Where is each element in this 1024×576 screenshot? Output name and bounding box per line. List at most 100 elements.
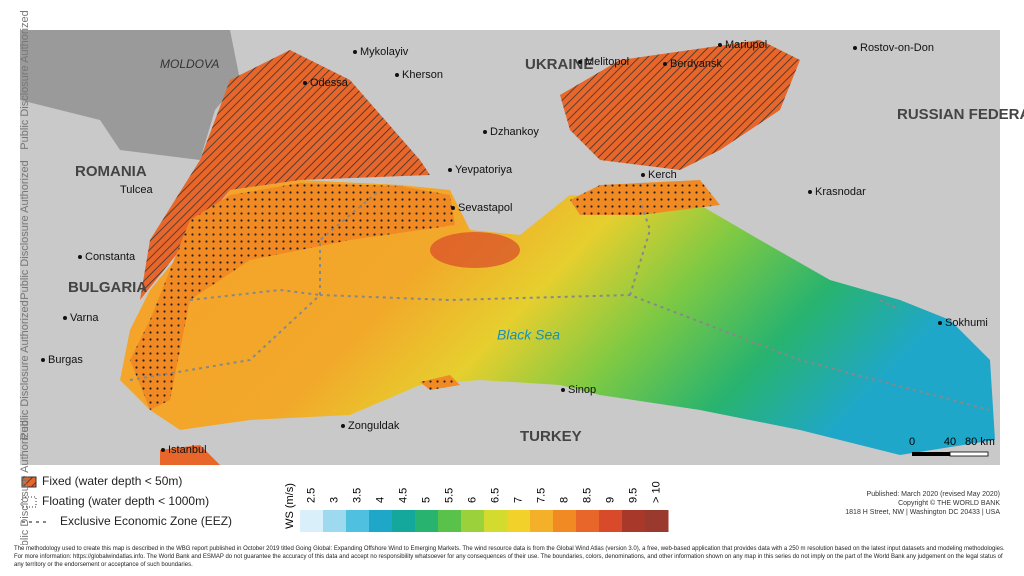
colorbar-tick-label: 3 bbox=[328, 497, 340, 503]
fixed-nw bbox=[140, 50, 430, 300]
published-line: Copyright © THE WORLD BANK bbox=[898, 500, 1000, 507]
city-dot bbox=[41, 358, 45, 362]
colorbar-tick-label: 6 bbox=[466, 497, 478, 503]
legend-label: Floating (water depth < 1000m) bbox=[42, 494, 209, 508]
colorbar-cell bbox=[461, 510, 485, 532]
colorbar-tick-label: 7.5 bbox=[535, 488, 547, 503]
city-dot bbox=[718, 43, 722, 47]
city-dot bbox=[853, 46, 857, 50]
city-label: Mariupol bbox=[725, 39, 767, 51]
colorbar-cell bbox=[323, 510, 347, 532]
colorbar-cell bbox=[369, 510, 393, 532]
city-dot bbox=[341, 424, 345, 428]
colorbar-cell bbox=[576, 510, 600, 532]
city-label: Zonguldak bbox=[348, 420, 400, 432]
colorbar-tick-label: 3.5 bbox=[351, 488, 363, 503]
city-dot bbox=[808, 190, 812, 194]
city-label: Istanbul bbox=[168, 444, 207, 456]
city-label: Melitopol bbox=[585, 56, 629, 68]
city-label: Odessa bbox=[310, 77, 349, 89]
colorbar-cell bbox=[415, 510, 439, 532]
colorbar-cell bbox=[392, 510, 416, 532]
city-label: Dzhankoy bbox=[490, 126, 539, 138]
colorbar-tick-label: 4 bbox=[374, 497, 386, 503]
colorbar-tick-label: 8 bbox=[558, 497, 570, 503]
sea-label: Black Sea bbox=[497, 327, 560, 343]
city-dot bbox=[578, 60, 582, 64]
floating-west bbox=[130, 183, 455, 410]
country-label: UKRAINE bbox=[525, 56, 593, 73]
floating-south bbox=[420, 375, 460, 390]
city-dot bbox=[641, 173, 645, 177]
country-label: BULGARIA bbox=[68, 279, 147, 296]
scale-label: 80 km bbox=[965, 436, 995, 448]
map: MOLDOVA Mykolayiv Odessa Kherson UKRAINEMeli… bbox=[19, 10, 1024, 545]
scale-label: 40 bbox=[944, 436, 956, 448]
city-label: Berdyansk bbox=[670, 58, 722, 70]
wind-high bbox=[430, 232, 520, 268]
colorbar-cell bbox=[438, 510, 462, 532]
legend-swatch bbox=[21, 496, 37, 508]
colorbar-tick-label: 5.5 bbox=[443, 488, 455, 503]
colorbar-cell bbox=[622, 510, 646, 532]
city-dot bbox=[78, 255, 82, 259]
city-label: Krasnodar bbox=[815, 186, 866, 198]
colorbar-cell bbox=[645, 510, 669, 532]
side-label: Public Disclosure Authorized bbox=[19, 300, 31, 439]
city-label: Sinop bbox=[568, 384, 596, 396]
moldova bbox=[20, 30, 240, 160]
colorbar-cell bbox=[300, 510, 324, 532]
colorbar-tick-label: 6.5 bbox=[489, 488, 501, 503]
city-dot bbox=[161, 448, 165, 452]
legend-label: Fixed (water depth < 50m) bbox=[42, 474, 182, 488]
colorbar-tick-label: 7 bbox=[512, 497, 524, 503]
city-dot bbox=[938, 321, 942, 325]
city-label: Rostov-on-Don bbox=[860, 42, 934, 54]
city-label: Tulcea bbox=[120, 184, 153, 196]
country-label: ROMANIA bbox=[75, 163, 147, 180]
city-label: Sokhumi bbox=[945, 317, 988, 329]
colorbar-tick-label: 8.5 bbox=[581, 488, 593, 503]
colorbar-cell bbox=[553, 510, 577, 532]
side-label: Public Disclosure Authorized bbox=[19, 10, 31, 149]
city-label: Mykolayiv bbox=[360, 46, 409, 58]
sea bbox=[120, 180, 995, 455]
city-dot bbox=[353, 50, 357, 54]
marmara bbox=[160, 445, 220, 465]
colorbar-tick-label: 9 bbox=[604, 497, 616, 503]
city-dot bbox=[483, 130, 487, 134]
colorbar-tick-label: > 10 bbox=[650, 481, 662, 503]
scale-label: 0 bbox=[909, 436, 915, 448]
side-label: Public Disclosure Authorized bbox=[19, 420, 31, 545]
city-label: Constanta bbox=[85, 251, 136, 263]
side-label: Public Disclosure Authorized bbox=[19, 160, 31, 299]
colorbar-label: WS (m/s) bbox=[284, 483, 296, 529]
legend-label: Exclusive Economic Zone (EEZ) bbox=[60, 514, 232, 528]
country-label: MOLDOVA bbox=[160, 57, 219, 71]
published-line: Published: March 2020 (revised May 2020) bbox=[866, 491, 1000, 498]
city-dot bbox=[561, 388, 565, 392]
published-line: 1818 H Street, NW | Washington DC 20433 … bbox=[845, 509, 1000, 516]
published: Published: March 2020 (revised May 2020)… bbox=[790, 490, 1000, 517]
colorbar-cell bbox=[346, 510, 370, 532]
colorbar-cell bbox=[530, 510, 554, 532]
country-label: TURKEY bbox=[520, 428, 582, 445]
footnote: The methodology used to create this map … bbox=[14, 546, 1005, 568]
eez-lines bbox=[129, 189, 991, 411]
city-label: Kherson bbox=[402, 69, 443, 81]
city-label: Varna bbox=[70, 312, 99, 324]
colorbar-cell bbox=[484, 510, 508, 532]
colorbar-tick-label: 9.5 bbox=[627, 488, 639, 503]
country-label: RUSSIAN FEDERATION bbox=[897, 106, 1024, 123]
wind-low bbox=[870, 395, 990, 445]
city-dot bbox=[395, 73, 399, 77]
city-dot bbox=[63, 316, 67, 320]
colorbar-cell bbox=[599, 510, 623, 532]
fixed-azov bbox=[560, 40, 800, 170]
city-label: Yevpatoriya bbox=[455, 164, 513, 176]
legend-swatch bbox=[21, 476, 37, 488]
city-label: Burgas bbox=[48, 354, 83, 366]
scale-bar bbox=[949, 451, 989, 457]
city-dot bbox=[303, 81, 307, 85]
floating-kerch bbox=[570, 180, 720, 215]
